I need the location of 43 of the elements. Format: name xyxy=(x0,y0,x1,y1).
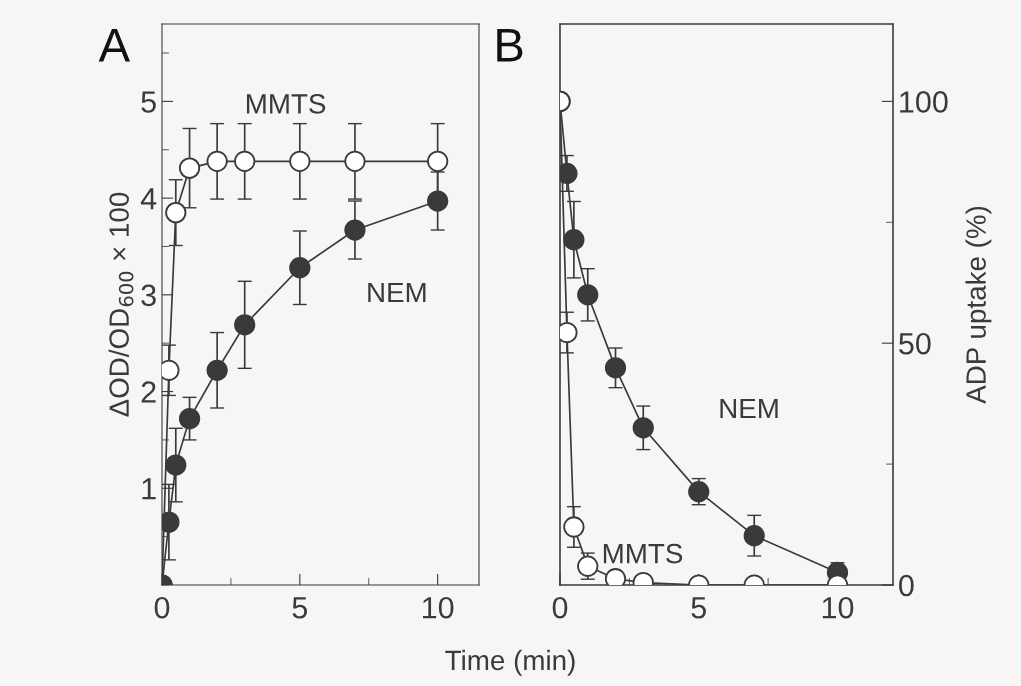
point xyxy=(234,314,256,336)
y-tick-label: 5 xyxy=(141,91,156,113)
y2-tick-label: 0 xyxy=(899,574,914,597)
x-tick-label: 0 xyxy=(154,596,170,619)
text: NEM xyxy=(720,398,778,419)
point xyxy=(427,190,449,212)
series-label: NEM xyxy=(368,282,426,303)
y-tick-label: 3 xyxy=(141,284,156,307)
y-tick-label: 4 xyxy=(140,188,157,210)
chart-title: B xyxy=(497,28,523,62)
x-tick-label: 0 xyxy=(552,596,568,619)
y-tick-label: 2 xyxy=(141,381,156,403)
point xyxy=(604,357,627,379)
point xyxy=(178,408,201,430)
point xyxy=(165,454,187,476)
x-tick-label: 10 xyxy=(822,596,854,619)
x-tick-label: 5 xyxy=(292,597,308,619)
point xyxy=(234,150,256,172)
x-tick-label: 5 xyxy=(691,597,706,619)
point xyxy=(165,201,187,224)
x-axis-title: Time (min) xyxy=(445,649,575,676)
point xyxy=(427,150,449,172)
point xyxy=(206,150,228,172)
point xyxy=(743,525,765,547)
series-label: MMTS xyxy=(246,94,326,114)
point xyxy=(289,150,311,172)
y2-axis-title: ADP uptake (%) xyxy=(965,206,992,404)
point xyxy=(632,417,654,439)
point xyxy=(344,219,366,241)
point xyxy=(563,229,585,251)
chart-title: A xyxy=(98,28,130,62)
point xyxy=(344,150,366,172)
y-axis-title: ΔOD/OD$_{600}$ × 100 xyxy=(108,192,134,417)
y-tick-label: 1 xyxy=(142,478,156,500)
point xyxy=(563,516,585,538)
point xyxy=(289,257,311,279)
point xyxy=(178,157,201,179)
point xyxy=(577,284,599,306)
series-label: MMTS xyxy=(603,543,683,564)
y2-tick-label: 50 xyxy=(899,332,931,355)
point xyxy=(206,359,228,381)
y2-tick-label: 100 xyxy=(900,91,948,113)
x-tick-label: 10 xyxy=(422,596,454,619)
